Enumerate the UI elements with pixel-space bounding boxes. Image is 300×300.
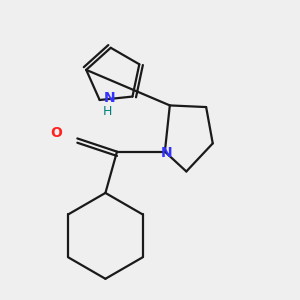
Text: N: N <box>161 146 172 160</box>
Text: N: N <box>104 92 116 105</box>
Text: H: H <box>103 105 112 118</box>
Text: O: O <box>50 127 62 140</box>
